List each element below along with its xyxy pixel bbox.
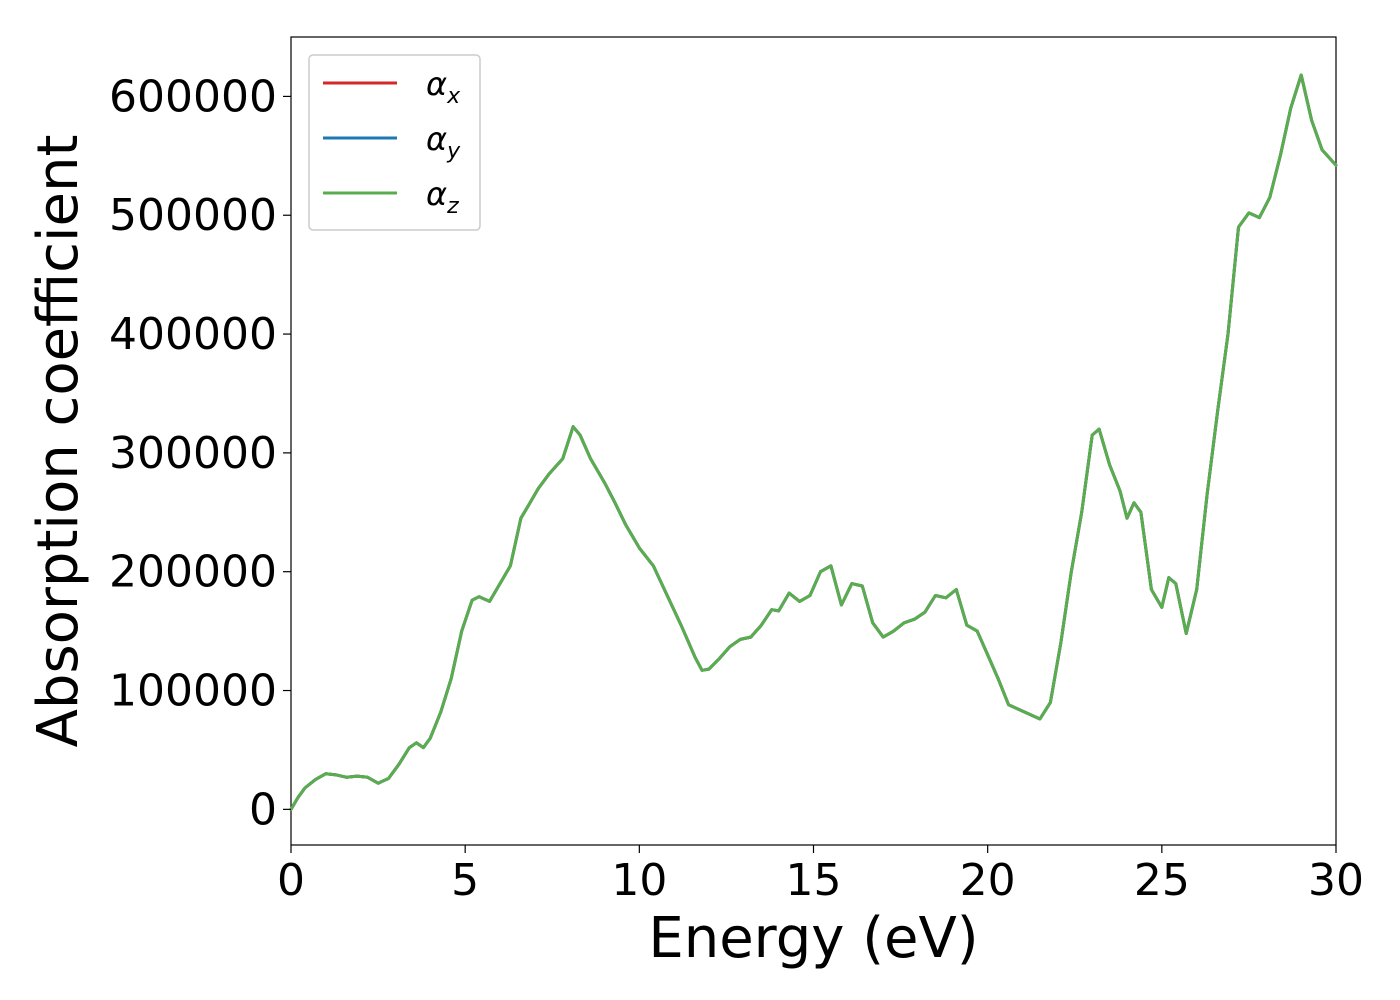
series-lines — [289, 73, 1338, 811]
y-axis-label: Absorption coefficient — [26, 135, 91, 748]
x-tick-label: 15 — [786, 855, 842, 906]
x-tick-label: 0 — [277, 855, 305, 906]
legend-label-x: αx — [426, 65, 461, 109]
x-axis-ticks: 0 5 10 15 20 25 30 — [277, 845, 1364, 906]
x-tick-label: 25 — [1134, 855, 1190, 906]
x-axis-label: Energy (eV) — [648, 906, 978, 971]
y-tick-label: 100000 — [109, 666, 277, 717]
y-tick-label: 0 — [249, 784, 277, 835]
y-tick-label: 600000 — [109, 71, 277, 122]
y-tick-label: 300000 — [109, 428, 277, 479]
y-tick-label: 200000 — [109, 547, 277, 598]
series-line-z — [289, 73, 1338, 811]
y-axis-ticks: 0 100000 200000 300000 400000 500000 600000 — [109, 71, 291, 835]
y-tick-label: 400000 — [109, 309, 277, 360]
x-tick-label: 10 — [611, 855, 667, 906]
legend-box — [308, 54, 481, 231]
x-tick-label: 5 — [451, 855, 479, 906]
legend-label-z: αz — [426, 175, 459, 219]
legend-label-y: αy — [426, 120, 461, 164]
y-tick-label: 500000 — [109, 190, 277, 241]
legend: αx αy αz — [308, 54, 481, 231]
x-tick-label: 20 — [960, 855, 1016, 906]
x-tick-label: 30 — [1308, 855, 1364, 906]
